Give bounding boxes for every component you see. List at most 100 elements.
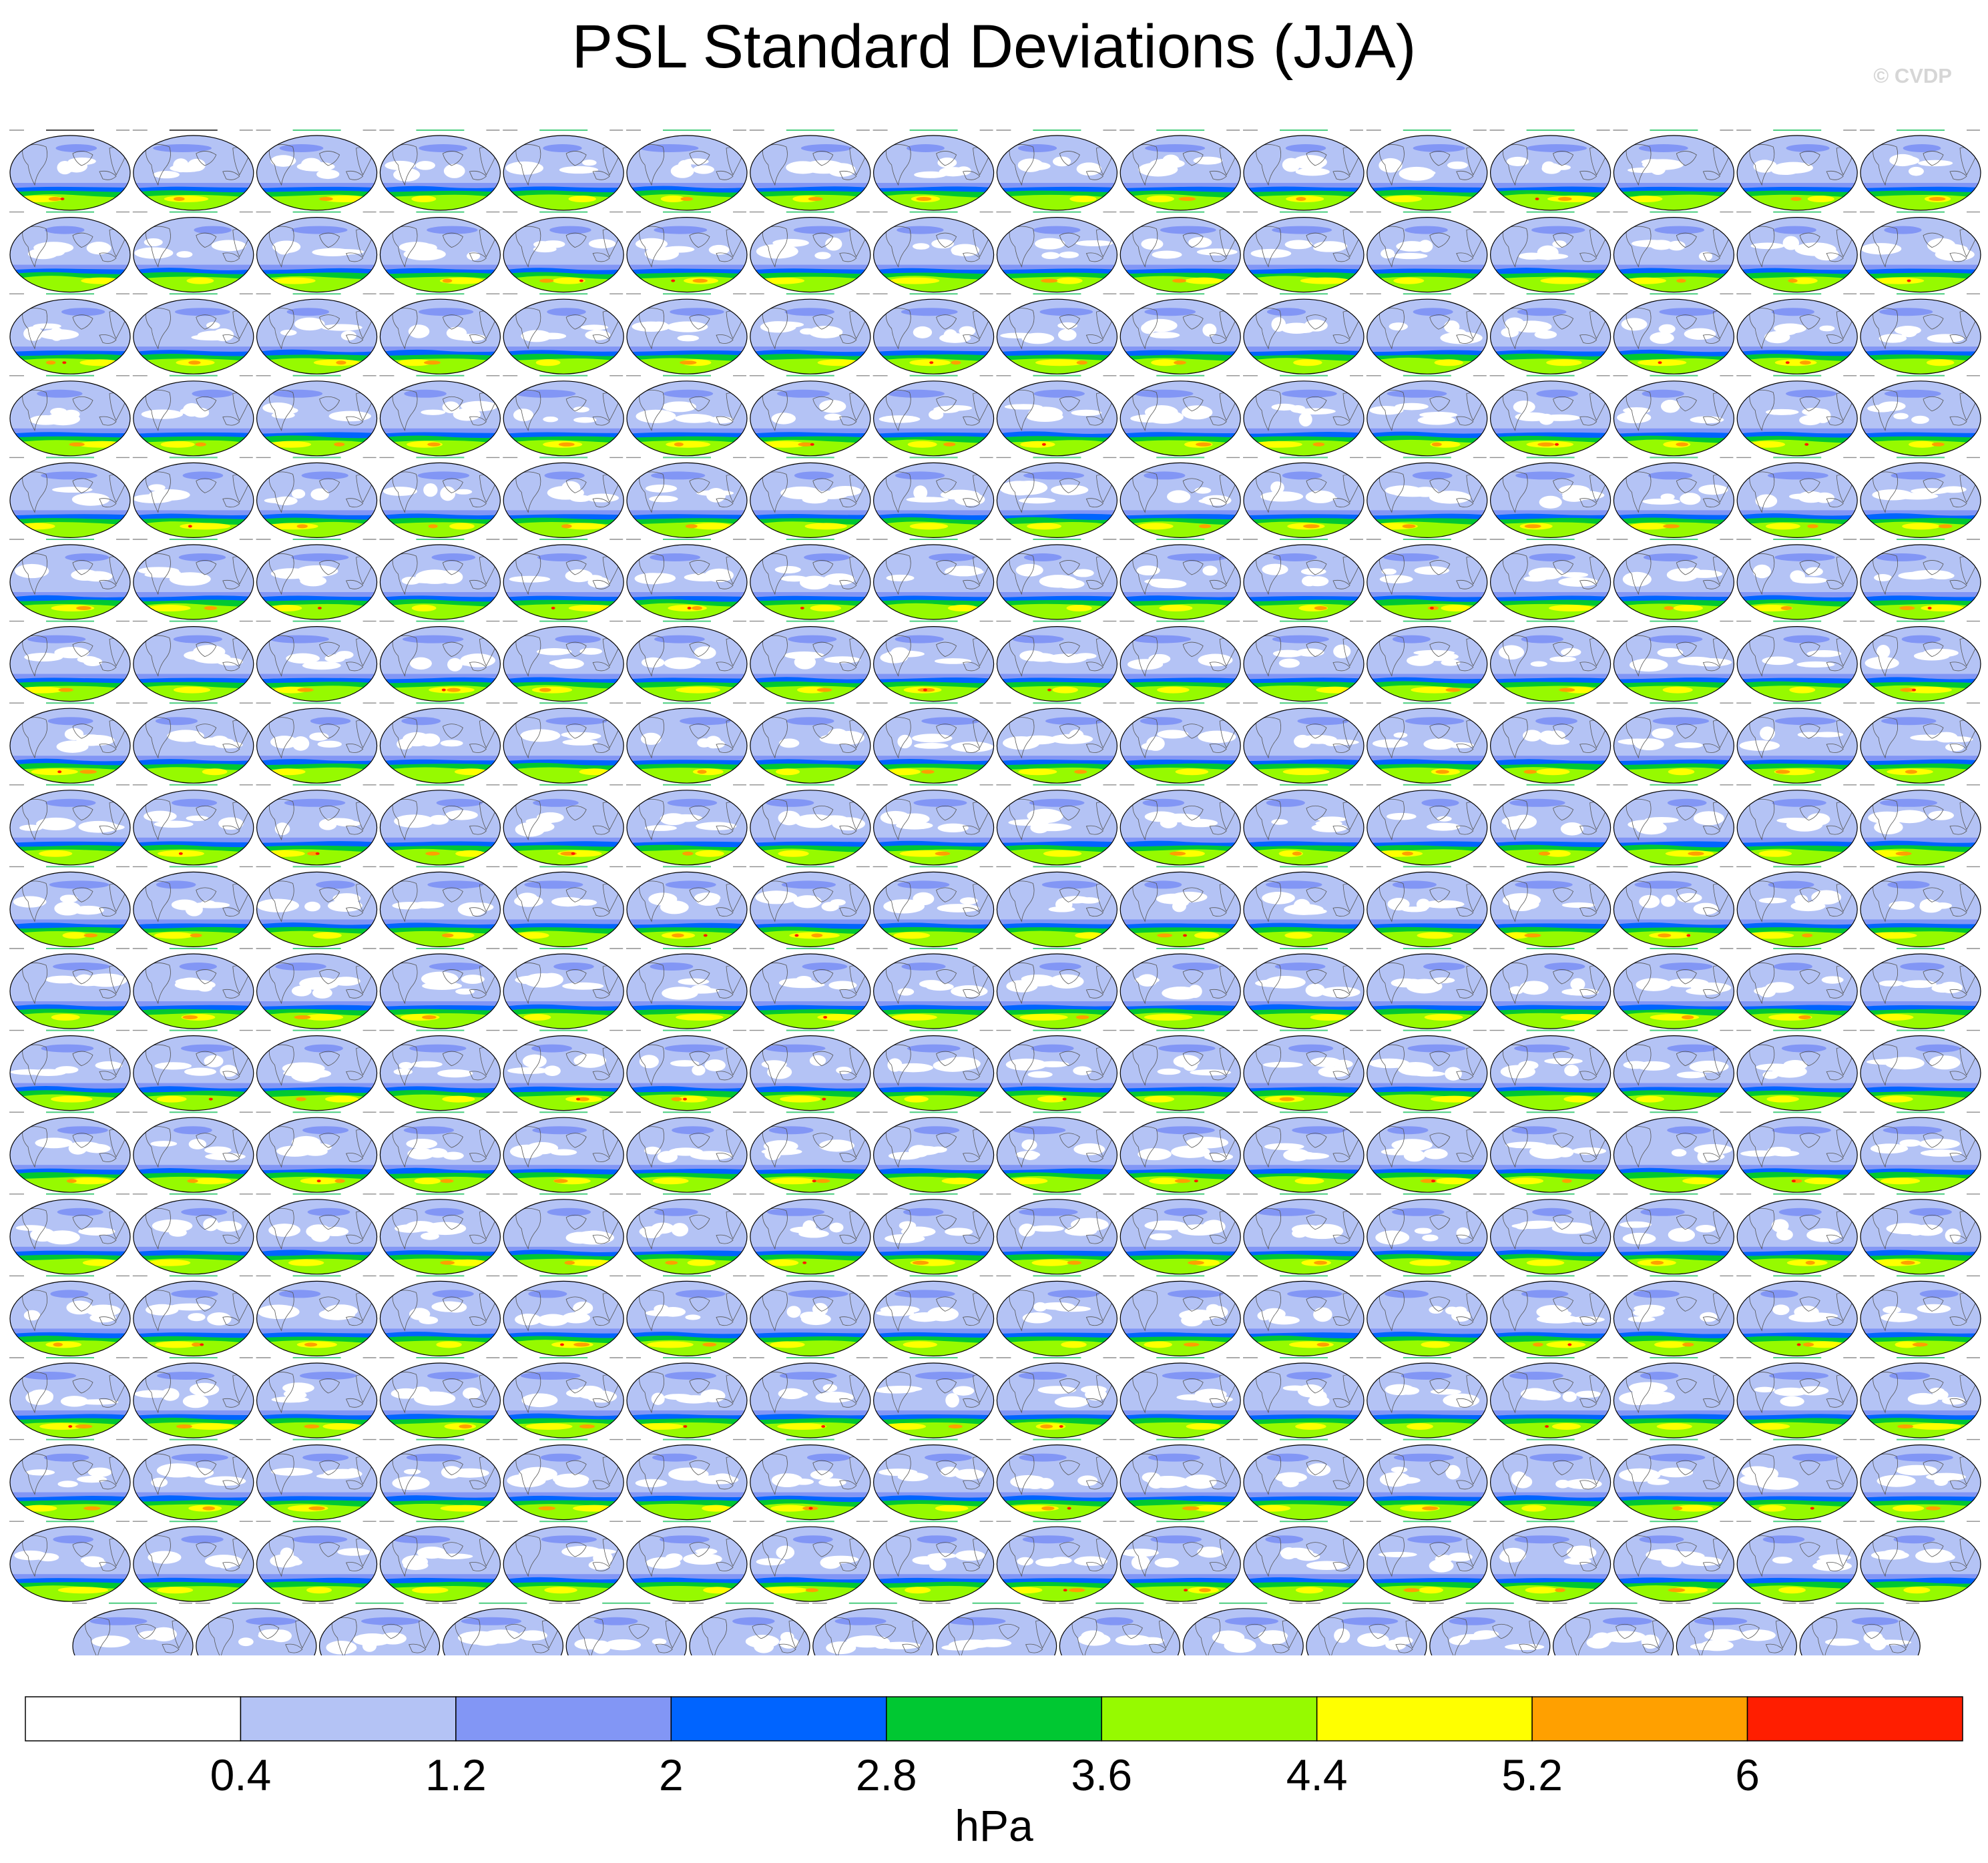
map-panel [9, 1438, 131, 1521]
map-panel [318, 1602, 441, 1655]
map-panel [626, 948, 748, 1029]
map-panel [1489, 1438, 1611, 1521]
map-panel [503, 1193, 624, 1275]
map-panel [1243, 293, 1364, 374]
map-panel [996, 866, 1118, 948]
map-panel [379, 539, 501, 620]
map-panel [503, 374, 624, 457]
map-panel [749, 129, 871, 211]
map-panel [503, 211, 624, 293]
map-panel [996, 1029, 1118, 1111]
map-panel [1613, 620, 1734, 702]
map-panel [1120, 784, 1241, 866]
map-panel [1120, 1275, 1241, 1357]
colorbar-units-label: hPa [955, 1801, 1033, 1850]
map-panel [379, 1521, 501, 1602]
map-panel [626, 702, 748, 784]
map-panel [256, 539, 378, 620]
map-panel [1489, 457, 1611, 539]
map-panel [1860, 293, 1981, 374]
map-panel [9, 539, 131, 620]
map-panel [1860, 129, 1981, 211]
map-panel [1860, 1275, 1981, 1357]
map-panel [503, 948, 624, 1029]
map-panel [1860, 457, 1981, 539]
map-panel [1736, 374, 1858, 457]
map-panel [1613, 1438, 1734, 1521]
map-panel [626, 1193, 748, 1275]
map-panel [626, 539, 748, 620]
map-panel [1613, 129, 1734, 211]
map-panel [1489, 620, 1611, 702]
map-panel [1860, 1357, 1981, 1438]
map-panel [1120, 948, 1241, 1029]
map-panel [379, 1275, 501, 1357]
map-panel [256, 948, 378, 1029]
map-panel [379, 866, 501, 948]
map-panel [256, 1357, 378, 1438]
map-panel [1243, 374, 1364, 457]
map-panel [379, 948, 501, 1029]
map-panel [1860, 1438, 1981, 1521]
map-panel [9, 1111, 131, 1193]
map-panel [873, 1521, 995, 1602]
map-panel [1059, 1602, 1180, 1655]
map-panel [1736, 129, 1858, 211]
map-panel [1120, 1357, 1241, 1438]
map-panel [565, 1602, 687, 1655]
map-panel [626, 374, 748, 457]
map-panel [1366, 539, 1488, 620]
map-panel [9, 1521, 131, 1602]
map-panel [873, 948, 995, 1029]
colorbar-tick-label: 5.2 [1501, 1750, 1563, 1800]
map-panel [1860, 211, 1981, 293]
map-panel [9, 702, 131, 784]
map-panel [9, 620, 131, 702]
map-panel [1489, 784, 1611, 866]
map-panel [442, 1602, 563, 1655]
map-panel [1736, 866, 1858, 948]
map-panel [1120, 129, 1241, 211]
map-panel [749, 211, 871, 293]
map-panel [1613, 211, 1734, 293]
map-panel [1366, 293, 1488, 374]
map-panel [873, 211, 995, 293]
map-panel [132, 620, 254, 702]
map-panel [132, 129, 254, 211]
map-panel [1489, 1193, 1611, 1275]
map-panel [1489, 866, 1611, 948]
map-panel [132, 866, 254, 948]
map-panel [749, 620, 871, 702]
map-panel [1489, 539, 1611, 620]
map-panel [1429, 1602, 1551, 1655]
map-panel [132, 784, 254, 866]
map-panel [1613, 539, 1734, 620]
map-panel [1120, 1193, 1241, 1275]
map-panel [1736, 702, 1858, 784]
map-panel [379, 702, 501, 784]
map-panel [379, 1438, 501, 1521]
map-panel [1613, 1357, 1734, 1438]
map-panel [256, 129, 378, 211]
map-panel [1799, 1602, 1921, 1655]
map-panel [1736, 1521, 1858, 1602]
map-panel [9, 129, 131, 211]
map-panel [873, 866, 995, 948]
map-panel [1243, 620, 1364, 702]
map-panel [1736, 1193, 1858, 1275]
map-panel [379, 1357, 501, 1438]
map-panel [72, 1602, 194, 1655]
map-panel [9, 1029, 131, 1111]
map-panel [873, 129, 995, 211]
figure-title: PSL Standard Deviations (JJA) [571, 13, 1417, 81]
map-panel [749, 948, 871, 1029]
map-panel [503, 866, 624, 948]
map-panel [873, 620, 995, 702]
map-panel [9, 374, 131, 457]
map-panel [1243, 457, 1364, 539]
map-panel [626, 784, 748, 866]
map-panel [1860, 1193, 1981, 1275]
map-panel [1736, 1275, 1858, 1357]
map-panel [996, 620, 1118, 702]
map-panel [132, 539, 254, 620]
